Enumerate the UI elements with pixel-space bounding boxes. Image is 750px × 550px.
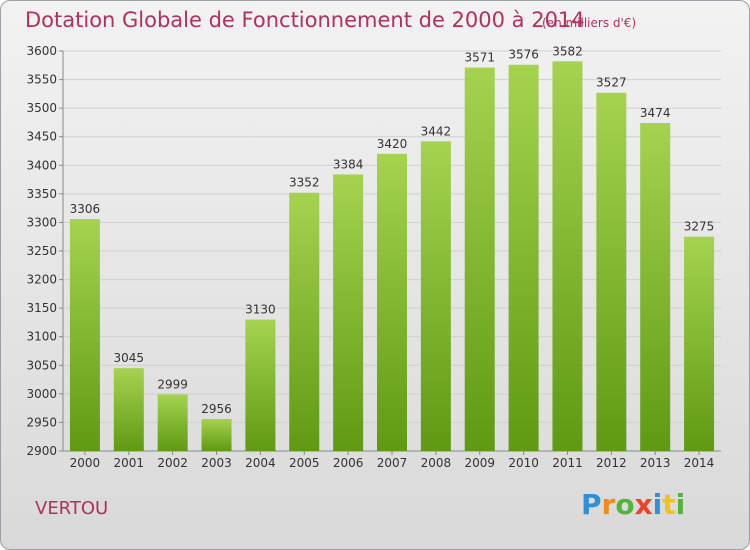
x-tick-label: 2013	[640, 456, 671, 470]
data-label: 3420	[377, 137, 408, 151]
y-tick-label: 3550	[26, 73, 57, 87]
x-tick-label: 2011	[552, 456, 583, 470]
x-tick-label: 2008	[421, 456, 452, 470]
data-label: 2956	[201, 402, 232, 416]
y-tick-label: 3350	[26, 187, 57, 201]
y-tick-label: 3150	[26, 301, 57, 315]
y-tick-label: 2900	[26, 444, 57, 458]
data-label: 3045	[114, 351, 145, 365]
logo-letter: r	[601, 488, 616, 521]
y-tick-label: 3250	[26, 244, 57, 258]
x-tick-label: 2003	[201, 456, 232, 470]
bar-2001	[113, 368, 144, 451]
data-label: 3384	[333, 157, 364, 171]
y-tick-label: 3200	[26, 273, 57, 287]
data-label: 2999	[157, 377, 188, 391]
y-tick-label: 3100	[26, 330, 57, 344]
data-label: 3527	[596, 76, 627, 90]
y-tick-label: 3400	[26, 158, 57, 172]
y-tick-label: 3000	[26, 387, 57, 401]
data-label: 3571	[464, 51, 495, 65]
x-tick-label: 2012	[596, 456, 627, 470]
bar-2006	[333, 174, 364, 451]
proxiti-logo: Proxiti	[581, 488, 685, 521]
y-tick-label: 3600	[26, 44, 57, 58]
x-tick-label: 2009	[464, 456, 495, 470]
data-label: 3474	[640, 106, 671, 120]
chart-unit: (en milliers d'€)	[542, 16, 637, 30]
bar-2000	[69, 219, 100, 451]
bar-2003	[201, 419, 232, 451]
logo-letter: o	[615, 488, 635, 521]
data-label: 3275	[684, 220, 715, 234]
data-label: 3306	[70, 202, 101, 216]
x-tick-label: 2001	[114, 456, 145, 470]
x-tick-label: 2004	[245, 456, 276, 470]
x-tick-label: 2014	[684, 456, 715, 470]
bar-2005	[289, 192, 320, 451]
bar-2004	[245, 319, 276, 451]
bar-2008	[420, 141, 451, 452]
logo-letter: i	[675, 488, 686, 521]
y-tick-label: 3300	[26, 215, 57, 229]
y-tick-label: 3500	[26, 101, 57, 115]
y-tick-label: 3450	[26, 130, 57, 144]
y-tick-label: 3050	[26, 358, 57, 372]
x-tick-label: 2002	[157, 456, 188, 470]
commune-name: VERTOU	[35, 498, 109, 519]
y-tick-label: 2950	[26, 415, 57, 429]
bar-2014	[684, 236, 715, 451]
data-label: 3582	[552, 44, 583, 58]
data-label: 3352	[289, 176, 320, 190]
chart-title: Dotation Globale de Fonctionnement de 20…	[25, 8, 585, 32]
x-tick-label: 2010	[508, 456, 539, 470]
bar-2007	[377, 153, 407, 451]
data-label: 3130	[245, 303, 276, 317]
logo-letter: t	[662, 488, 676, 521]
data-label: 3576	[508, 48, 539, 62]
bar-2013	[640, 123, 671, 451]
bar-2011	[552, 61, 583, 452]
bar-2010	[508, 64, 539, 451]
x-tick-label: 2007	[377, 456, 408, 470]
logo-letter: P	[581, 488, 602, 521]
x-tick-label: 2005	[289, 456, 320, 470]
x-tick-label: 2000	[70, 456, 101, 470]
logo-letter: x	[634, 488, 653, 521]
bar-2002	[157, 394, 188, 451]
bar-2009	[464, 67, 495, 452]
bar-2012	[596, 92, 627, 451]
x-tick-label: 2006	[333, 456, 364, 470]
data-label: 3442	[421, 124, 452, 138]
logo-letter: i	[652, 488, 663, 521]
